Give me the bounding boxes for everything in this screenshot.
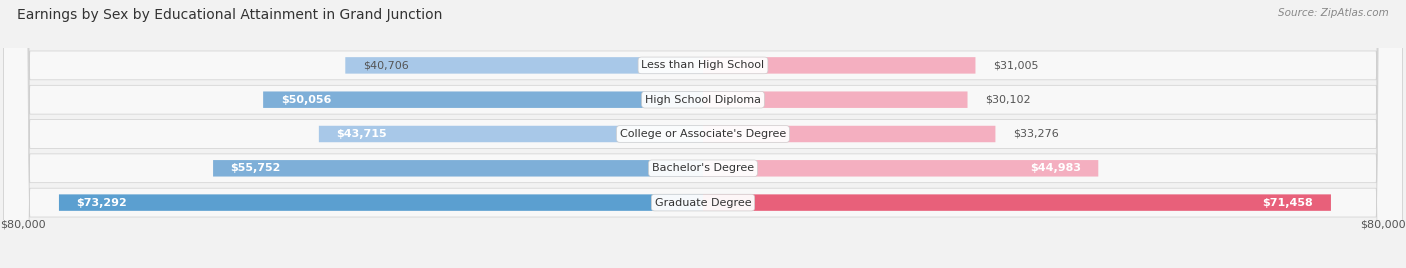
Text: $43,715: $43,715: [336, 129, 387, 139]
FancyBboxPatch shape: [3, 0, 1403, 268]
FancyBboxPatch shape: [3, 0, 1403, 268]
Text: Source: ZipAtlas.com: Source: ZipAtlas.com: [1278, 8, 1389, 18]
FancyBboxPatch shape: [263, 91, 703, 108]
Text: Graduate Degree: Graduate Degree: [655, 198, 751, 208]
Text: Bachelor's Degree: Bachelor's Degree: [652, 163, 754, 173]
Text: High School Diploma: High School Diploma: [645, 95, 761, 105]
FancyBboxPatch shape: [703, 160, 1098, 177]
FancyBboxPatch shape: [703, 57, 976, 74]
FancyBboxPatch shape: [214, 160, 703, 177]
FancyBboxPatch shape: [3, 0, 1403, 268]
FancyBboxPatch shape: [3, 0, 1403, 268]
Text: $40,706: $40,706: [363, 60, 409, 70]
Text: $80,000: $80,000: [0, 220, 45, 230]
Text: $33,276: $33,276: [1012, 129, 1059, 139]
FancyBboxPatch shape: [703, 91, 967, 108]
Text: Earnings by Sex by Educational Attainment in Grand Junction: Earnings by Sex by Educational Attainmen…: [17, 8, 443, 22]
Text: $73,292: $73,292: [76, 198, 128, 208]
FancyBboxPatch shape: [703, 194, 1331, 211]
Text: $30,102: $30,102: [986, 95, 1031, 105]
Text: Less than High School: Less than High School: [641, 60, 765, 70]
Text: College or Associate's Degree: College or Associate's Degree: [620, 129, 786, 139]
FancyBboxPatch shape: [59, 194, 703, 211]
FancyBboxPatch shape: [703, 126, 995, 142]
Text: $80,000: $80,000: [1361, 220, 1406, 230]
FancyBboxPatch shape: [3, 0, 1403, 268]
FancyBboxPatch shape: [346, 57, 703, 74]
Text: $55,752: $55,752: [231, 163, 281, 173]
Text: $71,458: $71,458: [1263, 198, 1313, 208]
FancyBboxPatch shape: [319, 126, 703, 142]
Text: $50,056: $50,056: [281, 95, 330, 105]
Text: $31,005: $31,005: [993, 60, 1039, 70]
Text: $44,983: $44,983: [1029, 163, 1081, 173]
